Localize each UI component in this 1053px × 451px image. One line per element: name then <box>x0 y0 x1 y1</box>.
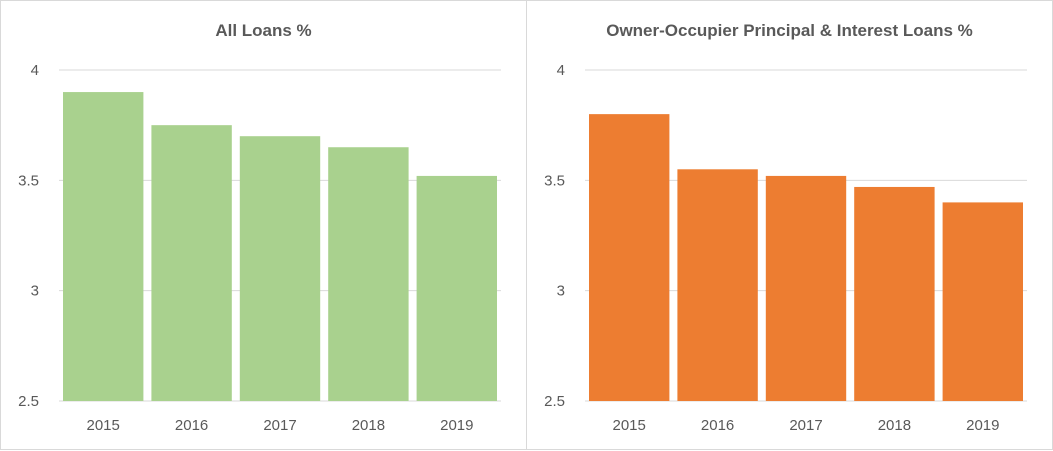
chart-panel-all-loans: All Loans % 2.5 3 3.5 4 2015 2016 2017 2018 2019 <box>0 0 527 450</box>
y-tick-label: 3.5 <box>544 172 565 189</box>
bar-2017 <box>239 136 321 401</box>
y-tick-label: 2.5 <box>544 393 565 410</box>
bar-2019 <box>942 202 1023 401</box>
y-tick-label: 3.5 <box>18 172 39 189</box>
bar-2018 <box>854 186 935 401</box>
x-tick-label: 2019 <box>440 417 473 434</box>
x-tick-label: 2017 <box>263 417 296 434</box>
chart-title: All Loans % <box>215 21 312 40</box>
bar-2016 <box>677 169 758 401</box>
x-tick-label: 2016 <box>175 417 208 434</box>
y-tick-label: 3 <box>557 283 565 300</box>
bar-chart-owner-occupier: 2.5 3 3.5 4 2015 2016 2017 2018 2019 <box>544 62 1027 434</box>
bar-2017 <box>765 175 847 401</box>
x-tick-label: 2017 <box>789 417 822 434</box>
y-tick-label: 3 <box>31 283 39 300</box>
x-tick-label: 2015 <box>87 417 120 434</box>
bar-2018 <box>328 147 409 401</box>
x-tick-label: 2016 <box>701 417 734 434</box>
chart-title: Owner-Occupier Principal & Interest Loan… <box>606 21 973 40</box>
bar-2019 <box>416 175 497 401</box>
y-tick-label: 2.5 <box>18 393 39 410</box>
y-tick-label: 4 <box>31 62 39 79</box>
bar-chart-all-loans: 2.5 3 3.5 4 2015 2016 2017 2018 2019 <box>18 62 501 434</box>
bar-2015 <box>63 92 144 402</box>
x-tick-label: 2019 <box>966 417 999 434</box>
x-tick-label: 2018 <box>878 417 911 434</box>
chart-panel-owner-occupier: Owner-Occupier Principal & Interest Loan… <box>526 0 1053 450</box>
y-tick-label: 4 <box>557 62 565 79</box>
x-tick-label: 2015 <box>613 417 646 434</box>
bar-2015 <box>589 114 670 401</box>
bar-2016 <box>151 125 232 402</box>
x-tick-label: 2018 <box>352 417 385 434</box>
